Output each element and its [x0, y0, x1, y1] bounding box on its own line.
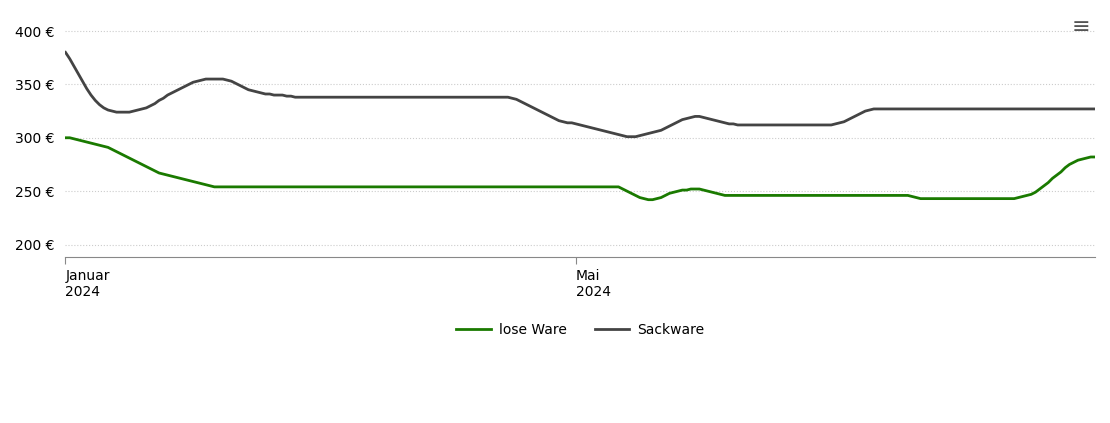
Text: ≡: ≡ — [1071, 17, 1090, 37]
Legend: lose Ware, Sackware: lose Ware, Sackware — [451, 317, 710, 343]
